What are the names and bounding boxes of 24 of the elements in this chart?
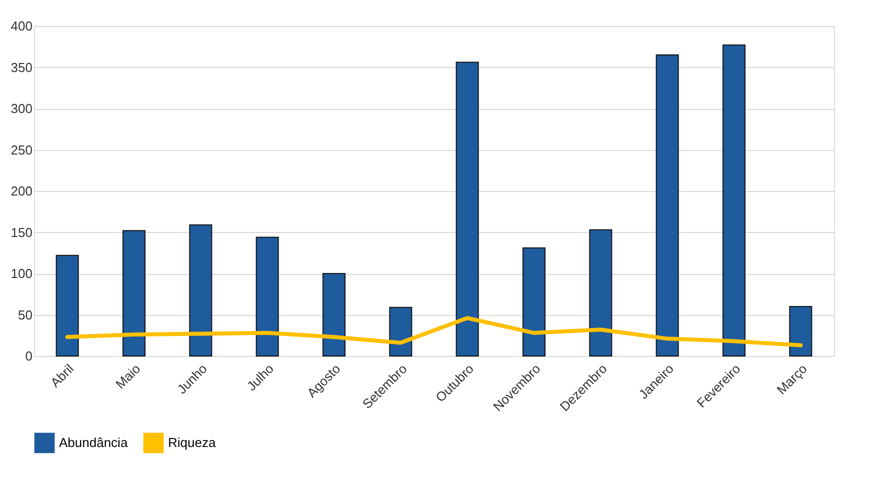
bar <box>322 273 346 356</box>
y-tick-label: 250 <box>10 142 32 158</box>
y-tick-label: 400 <box>10 18 32 34</box>
bar <box>189 224 212 356</box>
bar <box>122 230 146 356</box>
bar <box>522 247 546 356</box>
bar <box>256 236 279 356</box>
y-tick-label: 150 <box>10 224 32 240</box>
legend-label: Riqueza <box>168 434 216 450</box>
bar <box>56 254 79 356</box>
bar <box>389 306 412 356</box>
legend-label: Abundância <box>59 434 128 450</box>
line-series <box>65 316 803 348</box>
y-tick-label: 50 <box>18 307 32 322</box>
y-tick-label: 350 <box>10 60 32 75</box>
bar <box>589 229 612 356</box>
bar <box>789 306 812 356</box>
bar <box>656 54 679 356</box>
y-tick-label: 0 <box>25 348 32 364</box>
y-tick-label: 200 <box>10 184 32 198</box>
y-tick-label: 100 <box>10 266 32 281</box>
y-tick-label: 300 <box>10 101 32 116</box>
bar <box>456 62 479 356</box>
bar <box>722 44 746 356</box>
